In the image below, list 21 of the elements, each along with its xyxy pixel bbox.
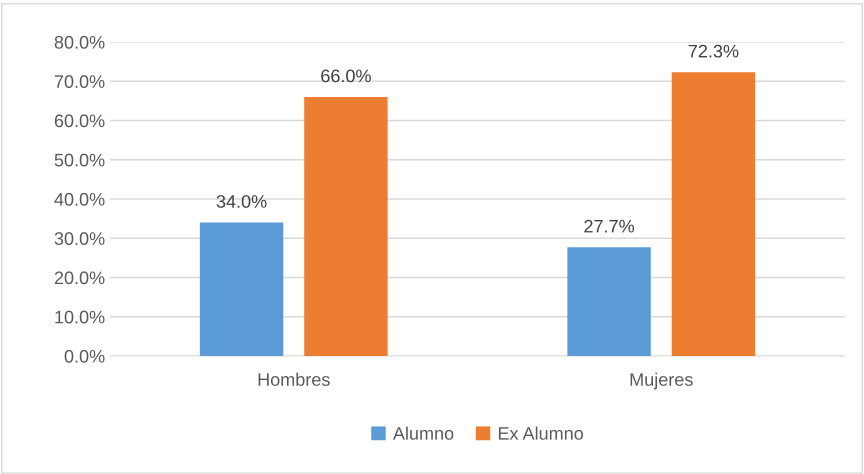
bar bbox=[567, 247, 651, 356]
y-tick-label: 10.0% bbox=[55, 310, 104, 324]
legend-label: Alumno bbox=[392, 426, 454, 440]
data-label: 27.7% bbox=[584, 220, 634, 233]
bar bbox=[304, 96, 388, 356]
bar bbox=[672, 72, 756, 356]
y-tick-label: 40.0% bbox=[54, 192, 104, 206]
x-tick-label: Mujeres bbox=[630, 372, 693, 390]
y-tick-label: 20.0% bbox=[54, 271, 104, 284]
legend-label: Ex Alumno bbox=[498, 426, 584, 440]
data-label: 72.3% bbox=[688, 44, 738, 58]
bar bbox=[200, 222, 284, 356]
y-tick-label: 0.0% bbox=[64, 350, 104, 363]
x-tick-label: Hombres bbox=[258, 372, 330, 386]
y-tick-label: 70.0% bbox=[54, 75, 104, 88]
y-tick-label: 50.0% bbox=[54, 154, 104, 166]
y-tick-label: 60.0% bbox=[54, 114, 104, 128]
y-tick-label: 30.0% bbox=[54, 232, 104, 245]
y-tick-label: 80.0% bbox=[54, 36, 104, 49]
data-label: 34.0% bbox=[216, 195, 267, 208]
data-label: 66.0% bbox=[321, 69, 371, 82]
